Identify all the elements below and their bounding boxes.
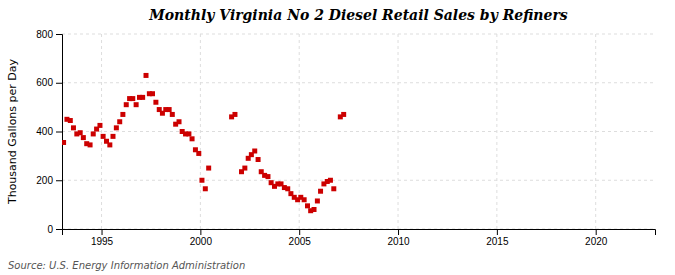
plot-area: 1995 2000 2005 2010 2015 2020 0 200 400 600 800: [36, 29, 655, 247]
point: [318, 189, 323, 194]
y-axis-tick-label: 600: [36, 77, 53, 88]
x-axis-tick-mark: [497, 229, 498, 235]
point: [144, 73, 149, 78]
y-axis: 0 200 400 600 800: [36, 29, 62, 235]
point: [130, 96, 135, 101]
point: [232, 112, 237, 117]
x-axis-tick: 2005: [289, 229, 312, 247]
title: Monthly Virginia No 2 Diesel Retail Sale…: [148, 7, 568, 23]
grid-line-y: [62, 34, 655, 35]
y-axis-tick-mark: [56, 180, 62, 181]
x-axis-tick-label: 2020: [585, 236, 608, 247]
y-axis-tick-label: 0: [47, 224, 53, 235]
x-axis-tick-label: 2005: [289, 236, 312, 247]
chart: 1995 2000 2005 2010 2015 2020 0 200 400 600 800 Mon…: [0, 0, 675, 275]
grid-line-y: [62, 180, 655, 181]
y-axis-tick-mark: [56, 83, 62, 84]
x-axis-tick: 2000: [190, 229, 213, 247]
point: [331, 186, 336, 191]
point: [78, 130, 83, 135]
point: [190, 136, 195, 141]
grid-line-y: [62, 82, 655, 83]
y-axis-tick: 0: [47, 224, 62, 235]
y-axis-line: [56, 35, 63, 230]
grid-line-y: [62, 131, 655, 132]
annotation: Source: U.S. Energy Information Administ…: [8, 260, 245, 271]
x-axis-tick-mark: [200, 229, 201, 235]
y-axis-title: Thousand Gallons per Day: [6, 58, 19, 205]
x-axis-tick-label: 2000: [190, 236, 213, 247]
point: [120, 112, 125, 117]
y-axis-tick-mark: [56, 132, 62, 133]
point: [328, 178, 333, 183]
point: [114, 125, 119, 130]
y-axis-tick: 600: [36, 77, 62, 88]
point: [341, 112, 346, 117]
point: [81, 135, 86, 140]
point: [167, 107, 172, 112]
point: [199, 178, 204, 183]
x-axis-tick-label: 1995: [91, 236, 114, 247]
point: [134, 102, 139, 107]
x-axis-tick: 2010: [387, 229, 410, 247]
point: [302, 197, 307, 202]
point: [107, 142, 112, 147]
y-axis-tick-mark: [56, 34, 62, 35]
point: [150, 91, 155, 96]
point: [196, 151, 201, 156]
y-axis-tick: 400: [36, 126, 62, 137]
x-axis-tick-mark: [398, 229, 399, 235]
point: [252, 149, 257, 154]
point: [101, 134, 106, 139]
point: [110, 134, 115, 139]
point: [71, 125, 76, 130]
point: [140, 95, 145, 100]
grid-line-x: [101, 34, 102, 229]
point: [242, 166, 247, 171]
x-axis-tick-mark: [102, 229, 103, 235]
y-axis-tick-label: 400: [36, 126, 53, 137]
point: [305, 203, 310, 208]
y-axis-tick: 800: [36, 29, 62, 40]
y-axis-tick-mark: [56, 229, 62, 230]
y-axis-tick-label: 200: [36, 175, 53, 186]
point: [117, 119, 122, 124]
point: [97, 123, 102, 128]
point: [256, 157, 261, 162]
point: [285, 186, 290, 191]
x-axis-tick-label: 2010: [387, 236, 410, 247]
point: [312, 207, 317, 212]
x-axis-tick-label: 2015: [486, 236, 509, 247]
x-axis-tick: 1995: [91, 229, 114, 247]
points: [62, 73, 346, 213]
x-axis-tick: 2015: [486, 229, 509, 247]
x-axis-tick-mark: [596, 229, 597, 235]
grid: [62, 34, 655, 229]
point: [88, 142, 93, 147]
x-axis: 1995 2000 2005 2010 2015 2020: [63, 229, 656, 247]
point: [203, 186, 208, 191]
y-axis-tick-label: 800: [36, 29, 53, 40]
point: [68, 118, 73, 123]
point: [124, 102, 129, 107]
point: [186, 131, 191, 136]
y-axis-tick: 200: [36, 175, 62, 186]
x-axis-tick: 2020: [585, 229, 608, 247]
point: [62, 140, 66, 145]
x-axis-line: [63, 230, 656, 236]
point: [153, 100, 158, 105]
point: [265, 174, 270, 179]
point: [170, 112, 175, 117]
x-axis-tick-mark: [299, 229, 300, 235]
point: [91, 131, 96, 136]
point: [177, 119, 182, 124]
point: [315, 198, 320, 203]
point: [206, 166, 211, 171]
